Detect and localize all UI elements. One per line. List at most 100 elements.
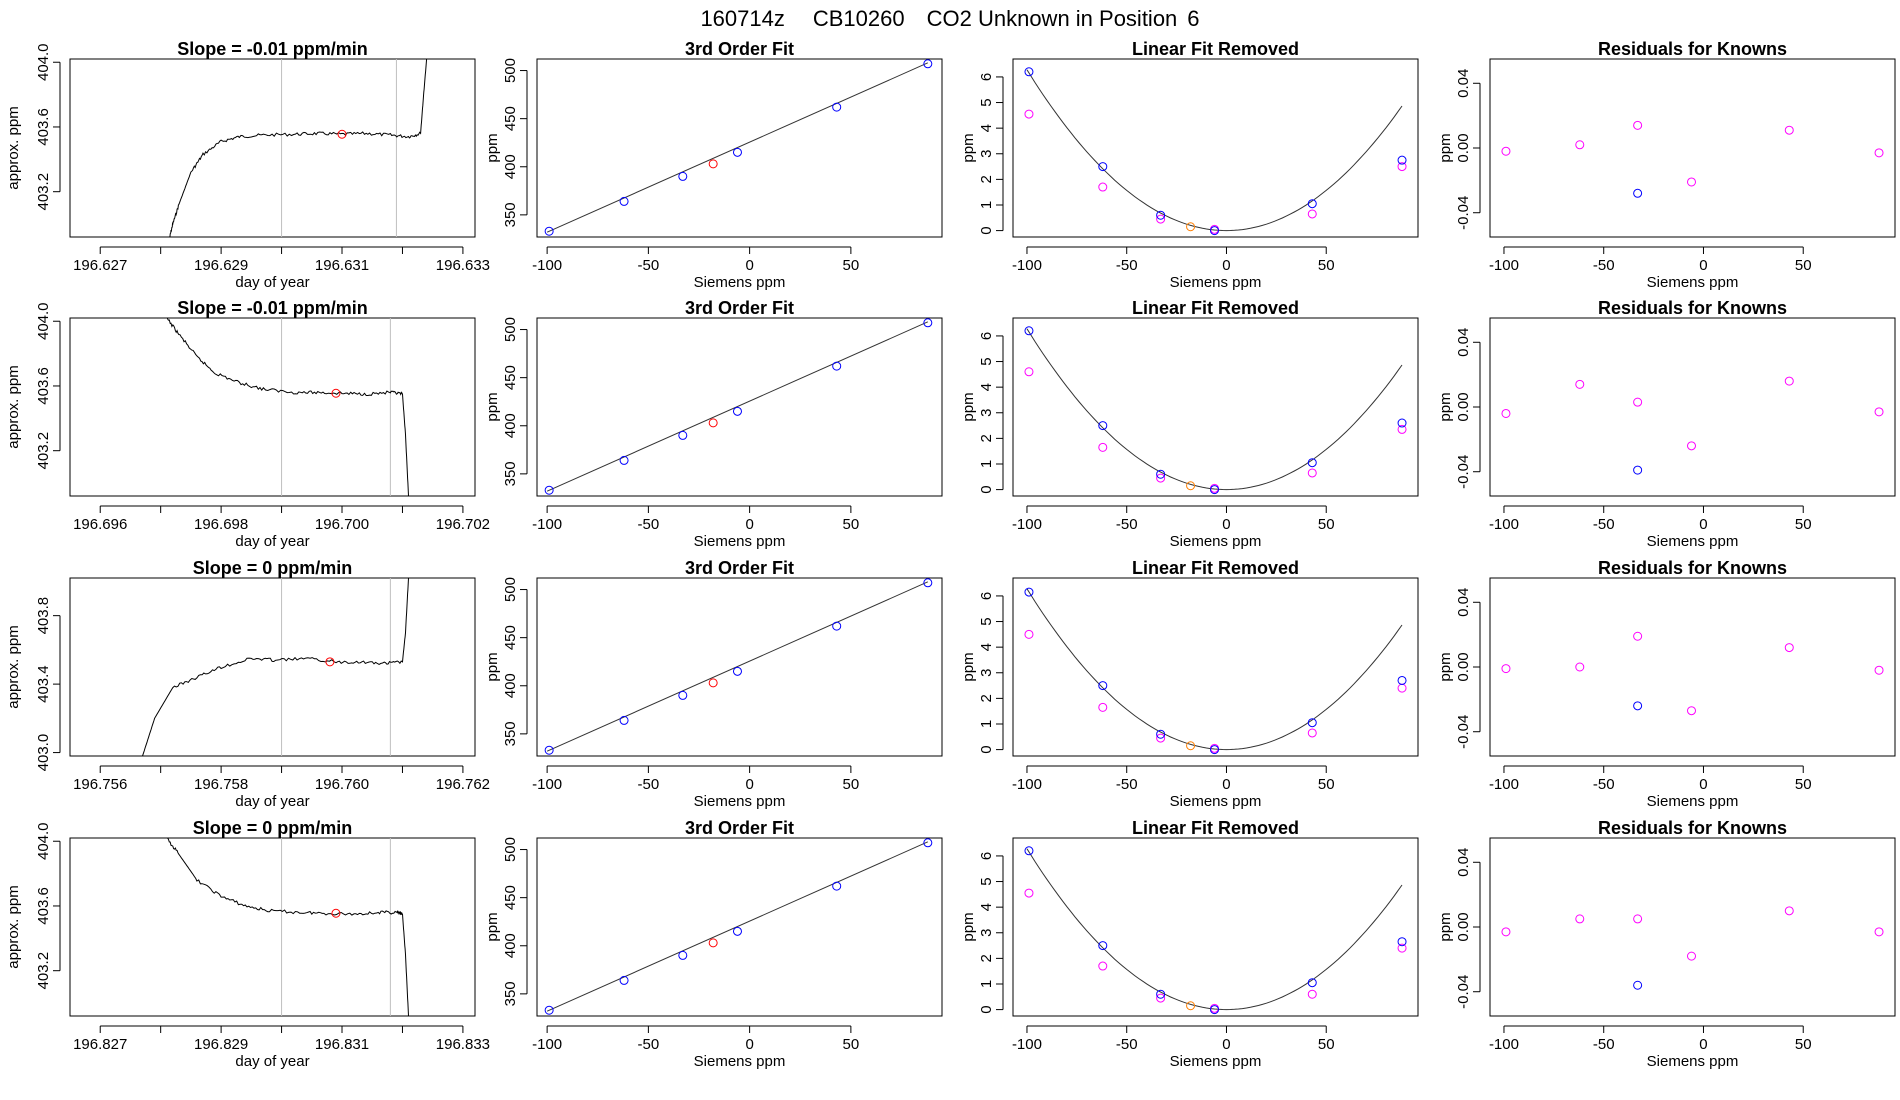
fit-line	[546, 321, 929, 492]
figure-position: 6	[1187, 6, 1199, 31]
known-standard-point	[832, 102, 842, 112]
x-axis-label: Siemens ppm	[1647, 274, 1739, 291]
y-tick-label: 0	[978, 485, 995, 493]
y-tick-label: 403.2	[35, 173, 52, 211]
known-standard-point	[544, 745, 554, 755]
x-tick-label: 50	[1318, 776, 1335, 793]
known-standard-point	[678, 690, 688, 700]
y-tick-label: 1	[978, 201, 995, 209]
x-tick-label: 0	[1699, 776, 1707, 793]
x-tick-label: 196.631	[315, 257, 369, 274]
plot-area	[169, 59, 428, 237]
x-tick-label: 0	[1699, 516, 1707, 533]
x-axis-label: Siemens ppm	[1170, 1053, 1262, 1070]
y-tick-label: 403.2	[35, 952, 52, 990]
y-tick-label: 0	[978, 226, 995, 234]
known-standard-point	[832, 621, 842, 631]
x-tick-label: 0	[1222, 776, 1230, 793]
y-tick-label: 404.0	[35, 43, 52, 81]
ppm-trace-line	[169, 59, 428, 237]
y-tick-label: -0.04	[1455, 975, 1472, 1009]
panel-timeseries-row4: Slope = 0 ppm/min 196.827 196.829 196.831 19…	[5, 818, 490, 1070]
known-standard-point	[1210, 485, 1220, 495]
x-tick-label: 50	[1795, 516, 1812, 533]
known-standard-point	[1210, 226, 1220, 236]
residual-point	[1874, 148, 1884, 158]
y-axis-label: ppm	[960, 392, 977, 421]
unknown-mean-point	[325, 657, 335, 667]
ppm-trace-line	[166, 838, 409, 1016]
plot-area	[1501, 120, 1884, 198]
x-axis-label: Siemens ppm	[1170, 793, 1262, 810]
linear-residual-point	[1397, 424, 1407, 434]
y-axis-label: ppm	[484, 392, 501, 421]
known-standard-point	[544, 226, 554, 236]
plot-frame	[1012, 837, 1419, 1017]
y-tick-label: 3	[978, 409, 995, 417]
linear-residual-point	[1397, 943, 1407, 953]
y-tick-label: 2	[978, 694, 995, 702]
known-standard-point	[1098, 681, 1108, 691]
y-axis-label: ppm	[960, 133, 977, 162]
panel-timeseries-row3: Slope = 0 ppm/min 196.756 196.758 196.760 19…	[5, 558, 490, 810]
plot-area	[544, 578, 933, 755]
y-tick-label: 0.00	[1455, 912, 1472, 941]
y-tick-label: 1	[978, 720, 995, 728]
known-standard-point	[1156, 989, 1166, 999]
linear-residual-point	[1156, 993, 1166, 1003]
panel-fit-row2: 3rd Order Fit -100 -50 0 50 Siemens ppm 350 400…	[484, 298, 943, 550]
y-axis-label: ppm	[1437, 392, 1454, 421]
residual-point	[1575, 914, 1585, 924]
x-tick-label: 196.700	[315, 516, 369, 533]
known-standard-point	[1024, 67, 1034, 77]
y-tick-label: 350	[502, 721, 519, 746]
known-standard-point	[619, 196, 629, 206]
y-tick-label: 450	[502, 885, 519, 910]
y-tick-label: 3	[978, 669, 995, 677]
panel-title: Residuals for Knowns	[1598, 298, 1787, 318]
y-axis-label: ppm	[960, 652, 977, 681]
plot-area	[1024, 326, 1407, 495]
y-tick-label: 404.0	[35, 302, 52, 340]
unknown-point	[1186, 481, 1196, 491]
known-standard-point	[619, 975, 629, 985]
x-axis-label: Siemens ppm	[1647, 793, 1739, 810]
residual-point	[1501, 664, 1511, 674]
plot-frame	[1012, 58, 1419, 238]
x-tick-label: 196.831	[315, 1036, 369, 1053]
residual-point	[1784, 906, 1794, 916]
linear-residual-point	[1098, 961, 1108, 971]
y-tick-label: 403.6	[35, 887, 52, 925]
y-tick-label: 4	[978, 383, 995, 391]
y-axis-label: approx. ppm	[5, 885, 22, 968]
known-standard-point	[832, 881, 842, 891]
x-tick-label: 196.760	[315, 776, 369, 793]
y-axis-label: ppm	[484, 912, 501, 941]
x-tick-label: -50	[1116, 776, 1138, 793]
known-residual-point	[1633, 188, 1643, 198]
y-tick-label: 350	[502, 981, 519, 1006]
linear-residual-point	[1098, 702, 1108, 712]
residual-point	[1784, 643, 1794, 653]
plot-area	[166, 318, 409, 496]
y-tick-label: 403.6	[35, 108, 52, 146]
linear-residual-point	[1024, 367, 1034, 377]
figure-title: 160714z CB10260 CO2 Unknown in Position 6	[700, 6, 1199, 31]
fit-line	[546, 581, 929, 752]
known-standard-point	[1307, 458, 1317, 468]
plot-area	[1024, 67, 1407, 236]
y-tick-label: 350	[502, 202, 519, 227]
linear-residual-point	[1024, 629, 1034, 639]
y-tick-label: 1	[978, 460, 995, 468]
linear-residual-point	[1024, 109, 1034, 119]
x-tick-label: -50	[638, 516, 660, 533]
plot-frame	[1012, 317, 1419, 497]
y-tick-label: 3	[978, 929, 995, 937]
residual-point	[1784, 125, 1794, 135]
known-residual-point	[1633, 465, 1643, 475]
panel-grid: Slope = -0.01 ppm/min 196.627 196.629 196.6…	[5, 39, 1896, 1070]
y-axis-label: approx. ppm	[5, 625, 22, 708]
y-tick-label: 2	[978, 954, 995, 962]
panel-title: 3rd Order Fit	[685, 818, 794, 838]
